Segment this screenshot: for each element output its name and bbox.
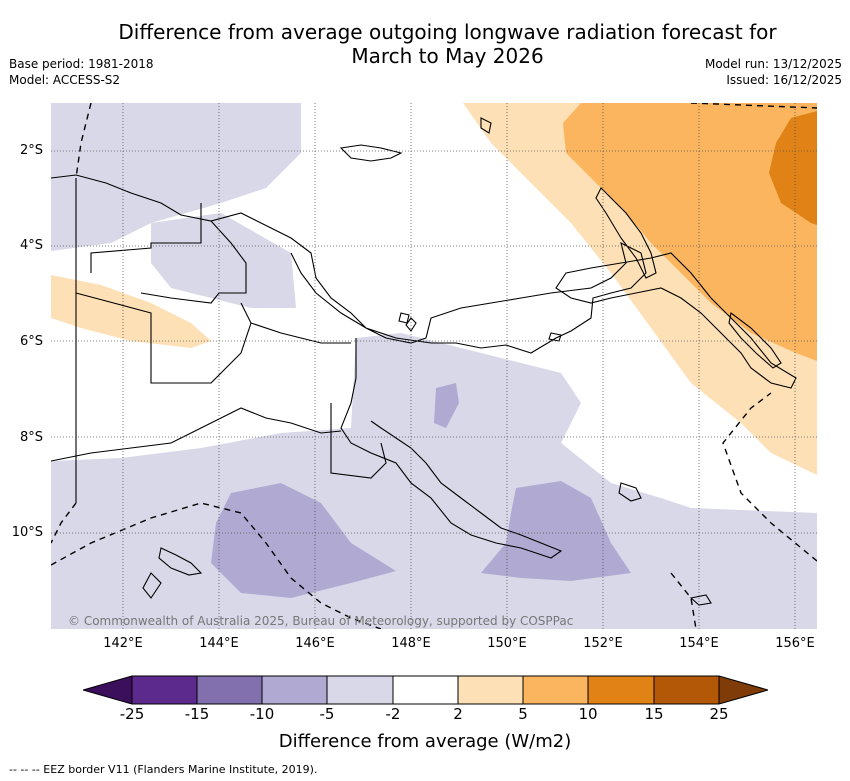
model-name: Model: ACCESS-S2: [9, 73, 121, 87]
lon-label-148e: 148°E: [391, 636, 431, 651]
eez-legend-note: -- -- -- EEZ border V11 (Flanders Marine…: [9, 763, 318, 776]
base-period: Base period: 1981-2018: [9, 57, 154, 71]
lat-label-2s: 2°S: [19, 143, 43, 158]
colorbar-segment-2: [197, 676, 262, 704]
meta-right: Model run: 13/12/2025 Issued: 16/12/2025: [705, 56, 842, 88]
lon-label-156e: 156°E: [775, 636, 815, 651]
lon-label-142e: 142°E: [103, 636, 143, 651]
colorbar-segment-3: [262, 676, 327, 704]
colorbar-tick-0: -25: [119, 705, 145, 723]
colorbar-tick-2: -10: [249, 705, 275, 723]
anomaly-pos-strong: [769, 111, 817, 225]
lon-label-150e: 150°E: [487, 636, 527, 651]
meta-left: Base period: 1981-2018 Model: ACCESS-S2: [9, 56, 154, 88]
colorbar-segment-0: [83, 676, 132, 704]
title-line-2: March to May 2026: [351, 44, 544, 68]
colorbar: [83, 675, 768, 705]
colorbar-tick-4: -2: [385, 705, 401, 723]
colorbar-tick-7: 10: [578, 705, 598, 723]
lat-label-8s: 8°S: [19, 430, 43, 445]
colorbar-segment-8: [588, 676, 654, 704]
lat-label-10s: 10°S: [11, 525, 43, 540]
model-run: Model run: 13/12/2025: [704, 57, 842, 71]
lat-label-4s: 4°S: [19, 238, 43, 253]
lon-label-154e: 154°E: [679, 636, 719, 651]
colorbar-tick-1: -15: [184, 705, 210, 723]
anomaly-neg-medium: [211, 383, 631, 598]
colorbar-segment-7: [523, 676, 588, 704]
colorbar-tick-9: 25: [709, 705, 729, 723]
colorbar-segment-1: [132, 676, 197, 704]
gridlines: [51, 103, 817, 629]
map-panel: [51, 103, 817, 629]
map-title: Difference from average outgoing longwav…: [80, 20, 815, 68]
colorbar-tick-6: 5: [518, 705, 528, 723]
eez-borders: [51, 103, 817, 629]
lat-label-6s: 6°S: [19, 334, 43, 349]
lon-label-146e: 146°E: [295, 636, 335, 651]
colorbar-tick-5: 2: [453, 705, 463, 723]
coastlines: [51, 117, 797, 606]
colorbar-tick-3: -5: [319, 705, 335, 723]
colorbar-segment-4: [327, 676, 393, 704]
lon-label-152e: 152°E: [583, 636, 623, 651]
lon-label-144e: 144°E: [199, 636, 239, 651]
copyright-notice: © Commonwealth of Australia 2025, Bureau…: [68, 614, 574, 628]
colorbar-tick-8: 15: [644, 705, 664, 723]
colorbar-segment-6: [458, 676, 523, 704]
colorbar-segment-5: [393, 676, 458, 704]
issued-date: Issued: 16/12/2025: [726, 73, 842, 87]
title-line-1: Difference from average outgoing longwav…: [118, 20, 777, 44]
colorbar-segment-10: [719, 676, 768, 704]
colorbar-segment-9: [654, 676, 719, 704]
anomaly-pos-medium: [563, 103, 817, 361]
colorbar-label: Difference from average (W/m2): [278, 731, 572, 752]
